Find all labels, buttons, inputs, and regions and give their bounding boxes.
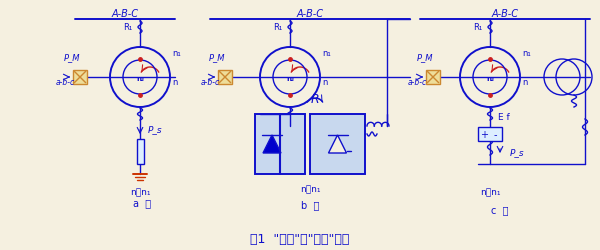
Text: n＜n₁: n＜n₁ bbox=[300, 185, 320, 194]
Text: n₂: n₂ bbox=[486, 76, 494, 82]
Text: A-B-C: A-B-C bbox=[491, 9, 518, 19]
Text: b  ）: b ） bbox=[301, 199, 319, 209]
Text: a-b-c: a-b-c bbox=[55, 78, 74, 87]
Polygon shape bbox=[263, 136, 281, 154]
Bar bbox=[478, 128, 502, 141]
Text: R: R bbox=[311, 93, 319, 106]
Text: n＜n₁: n＜n₁ bbox=[130, 188, 150, 197]
Bar bbox=[218, 71, 232, 85]
Text: P_s: P_s bbox=[510, 148, 524, 157]
Text: a  ）: a ） bbox=[133, 197, 151, 207]
Text: 图1  "单馈"与"双馈"电机: 图1 "单馈"与"双馈"电机 bbox=[250, 232, 350, 245]
Text: n₁: n₁ bbox=[522, 48, 531, 57]
Text: n₁: n₁ bbox=[322, 48, 331, 57]
Bar bbox=[137, 140, 143, 164]
Text: P_s: P_s bbox=[148, 125, 163, 134]
Text: P_M: P_M bbox=[209, 53, 225, 62]
Text: n₁: n₁ bbox=[172, 48, 181, 57]
Bar bbox=[255, 114, 305, 174]
Text: R₁: R₁ bbox=[473, 24, 482, 32]
Polygon shape bbox=[329, 136, 347, 154]
Text: a-b-c: a-b-c bbox=[407, 78, 427, 87]
Text: +: + bbox=[480, 130, 488, 140]
Bar bbox=[73, 71, 87, 85]
Text: n: n bbox=[522, 78, 527, 87]
Bar bbox=[310, 114, 365, 174]
Text: A-B-C: A-B-C bbox=[112, 9, 139, 19]
Bar bbox=[426, 71, 440, 85]
Text: P_M: P_M bbox=[64, 53, 80, 62]
Text: A-B-C: A-B-C bbox=[296, 9, 323, 19]
Text: c  ）: c ） bbox=[491, 204, 509, 214]
Text: R₁: R₁ bbox=[274, 24, 283, 32]
Text: R₁: R₁ bbox=[124, 24, 133, 32]
Text: E f: E f bbox=[498, 113, 510, 122]
Text: P_M: P_M bbox=[417, 53, 433, 62]
Text: a-b-c: a-b-c bbox=[200, 78, 220, 87]
Text: n₂: n₂ bbox=[136, 76, 144, 82]
Text: -: - bbox=[493, 130, 497, 140]
Text: n＞n₁: n＞n₁ bbox=[480, 188, 500, 197]
Text: n: n bbox=[172, 78, 178, 87]
Text: n: n bbox=[322, 78, 328, 87]
Text: n₂: n₂ bbox=[286, 76, 294, 82]
